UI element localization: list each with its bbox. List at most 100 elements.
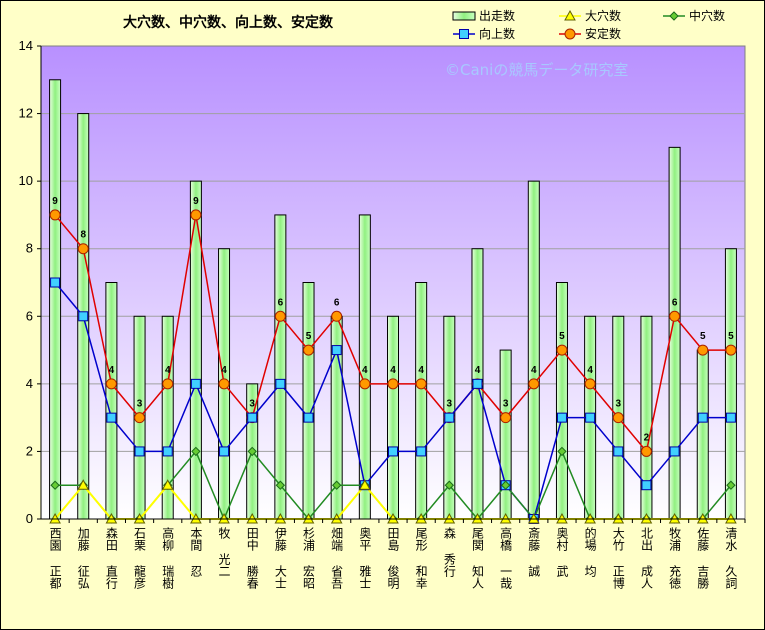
marker-circle	[77, 243, 89, 255]
marker-triangle	[564, 9, 576, 21]
marker-circle	[697, 344, 709, 356]
marker-circle	[640, 445, 652, 457]
marker-circle	[556, 344, 568, 356]
y-tick-label: 10	[19, 173, 33, 188]
marker-circle	[359, 378, 371, 390]
x-category-label: 西園 正都	[48, 527, 62, 589]
y-tick-label: 6	[26, 308, 33, 323]
data-label: 3	[137, 399, 143, 410]
marker-diamond	[444, 480, 455, 490]
bar-出走数	[555, 282, 568, 520]
marker-square	[388, 446, 398, 457]
marker-circle	[415, 378, 427, 390]
marker-square	[613, 446, 624, 457]
x-category-label: 本間 忍	[189, 527, 203, 577]
y-axis: 0 2 4 6 8 10 12 14	[19, 38, 745, 526]
marker-square	[275, 378, 286, 389]
x-category-label: 大竹 正博	[611, 527, 625, 589]
x-category-label: 的場 均	[583, 526, 597, 578]
x-category-label: 牧浦 充徳	[668, 527, 682, 589]
data-label: 4	[587, 365, 593, 376]
data-label: 4	[165, 365, 171, 376]
bar-出走数	[724, 248, 737, 520]
x-category-label: 佐藤 吉勝	[696, 527, 710, 589]
bar-出走数	[527, 180, 540, 520]
y-tick-label: 14	[19, 38, 33, 53]
bar-出走数	[387, 315, 399, 520]
marker-square	[416, 446, 427, 457]
data-label: 9	[193, 196, 199, 207]
marker-triangle	[161, 479, 174, 490]
data-label: 3	[249, 399, 255, 410]
marker-square	[556, 412, 567, 423]
legend-entry: 中穴数	[663, 8, 725, 23]
data-label: 5	[700, 331, 706, 342]
marker-square	[247, 412, 258, 423]
x-category-label: 石栗 龍彦	[133, 527, 147, 590]
x-category-label: 斎藤 誠	[527, 526, 541, 578]
data-label: 6	[334, 297, 340, 308]
marker-diamond	[557, 446, 567, 457]
marker-circle	[612, 412, 624, 424]
marker-square	[585, 412, 596, 423]
marker-circle	[669, 310, 681, 322]
marker-diamond	[669, 11, 679, 21]
data-labels: 9 8 4 3 4 9 4 3 6 5 6 4 4 4 3 4 3 4 5 4 3 2 6 5 5	[52, 196, 734, 443]
marker-square	[219, 446, 230, 457]
marker-square	[106, 412, 117, 423]
data-label: 4	[109, 365, 115, 376]
marker-diamond	[191, 446, 201, 457]
y-tick-label: 4	[26, 376, 33, 391]
data-label: 4	[221, 365, 227, 376]
x-category-label: 奥村 武	[555, 527, 569, 577]
bar-出走数	[696, 349, 709, 520]
bar-出走数	[105, 282, 118, 520]
x-category-label: 尾関 知人	[470, 527, 484, 589]
data-label: 3	[503, 399, 509, 410]
legend-entry: 向上数	[453, 26, 515, 41]
data-label: 4	[390, 365, 396, 376]
legend-label: 安定数	[585, 26, 621, 41]
marker-square	[725, 412, 736, 423]
marker-square	[50, 277, 61, 288]
marker-circle	[218, 378, 230, 390]
marker-triangle	[358, 479, 371, 490]
data-label: 4	[531, 365, 537, 376]
marker-circle	[528, 378, 540, 390]
data-label: 5	[559, 331, 565, 342]
bar-出走数	[189, 180, 202, 520]
data-label: 9	[52, 196, 58, 207]
y-tick-label: 2	[26, 443, 33, 458]
marker-diamond	[500, 480, 511, 490]
data-label: 4	[418, 365, 424, 376]
x-axis: 西園 正都 加藤 征弘 森田 直行 石栗 龍彦 高柳 瑞樹 本間 忍牧 光二 田中 勝春 伊藤…	[48, 519, 746, 590]
x-category-label: 尾形 和幸	[414, 527, 428, 589]
legend-label: 大穴数	[585, 8, 621, 23]
x-category-label: 伊藤 大士	[273, 527, 287, 589]
chart-title: 大穴数、中穴数、向上数、安定数	[123, 14, 334, 31]
marker-circle	[274, 310, 286, 322]
y-tick-label: 8	[26, 241, 33, 256]
marker-square	[472, 378, 483, 389]
marker-square	[669, 446, 680, 457]
marker-circle	[49, 209, 61, 221]
bar-出走数	[274, 214, 287, 520]
marker-circle	[564, 28, 576, 40]
y-tick-label: 0	[26, 511, 33, 526]
x-category-label: 杉浦 宏昭	[302, 527, 316, 589]
data-label: 4	[362, 365, 368, 376]
marker-square	[190, 378, 201, 389]
x-category-label: 畑端 省吾	[330, 527, 344, 589]
marker-circle	[331, 310, 343, 322]
legend-label: 中穴数	[689, 8, 725, 23]
x-category-label: 清水 久詞	[724, 527, 738, 589]
legend-label: 向上数	[479, 26, 515, 41]
data-label: 3	[447, 399, 453, 410]
watermark: ©Caniの競馬データ研究室	[445, 61, 628, 79]
marker-circle	[387, 378, 399, 390]
marker-square	[641, 480, 652, 491]
legend-entry: 出走数	[452, 8, 515, 23]
bar-出走数	[499, 349, 512, 520]
marker-circle	[725, 344, 737, 356]
